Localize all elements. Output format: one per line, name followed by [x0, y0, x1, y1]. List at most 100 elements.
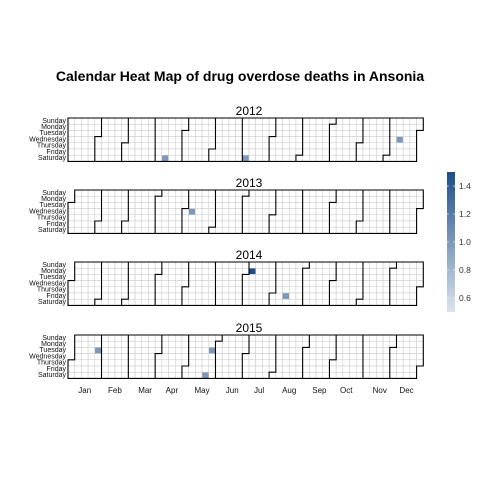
day-cell [208, 353, 216, 361]
day-cell [107, 220, 116, 228]
day-cell [101, 365, 109, 373]
day-cell [235, 154, 243, 162]
day-cell [87, 359, 96, 367]
day-cell [121, 208, 129, 216]
day-cell [362, 148, 370, 156]
day-cell [107, 208, 116, 216]
day-cell [262, 267, 270, 275]
day-cell [349, 286, 357, 294]
day-cell [322, 292, 330, 300]
legend-tick-label: 1.2 [459, 209, 471, 219]
day-cell [208, 261, 216, 269]
day-cell [195, 130, 203, 137]
day-cell [315, 353, 323, 361]
day-cell [114, 340, 122, 348]
day-cell [81, 189, 89, 197]
day-cell [262, 123, 270, 131]
day-cell [121, 334, 129, 342]
day-cell [67, 202, 75, 209]
day-cell [349, 340, 357, 348]
day-cell [74, 267, 82, 275]
day-cell [409, 353, 417, 361]
day-cell [228, 286, 236, 294]
day-cell [255, 280, 263, 288]
day-cell [342, 208, 350, 216]
day-cell [195, 298, 203, 306]
day-cell [114, 142, 122, 150]
year-title: 2014 [236, 248, 263, 262]
day-cell [315, 274, 323, 281]
day-cell [335, 189, 344, 197]
day-cell [369, 359, 377, 367]
day-cell [402, 136, 411, 144]
day-cell [248, 148, 256, 156]
day-cell [101, 154, 109, 162]
day-cell [402, 261, 411, 269]
day-cell [255, 195, 263, 203]
day-cell [369, 189, 377, 197]
year-panels: 2012SundayMondayTuesdayWednesdayThursday… [29, 104, 424, 379]
day-cell [295, 261, 303, 269]
day-cell [376, 214, 384, 222]
day-cell [154, 148, 163, 156]
day-cell [181, 280, 189, 288]
day-cell [369, 208, 377, 216]
day-cell [295, 226, 303, 234]
day-cell [215, 371, 223, 379]
day-cell [376, 340, 384, 348]
weekday-label: Sunday [42, 118, 66, 125]
day-cell [94, 117, 102, 125]
day-cell [282, 298, 290, 306]
day-cell [121, 292, 129, 300]
day-cell [275, 136, 283, 144]
day-cell [161, 298, 169, 306]
day-cell [161, 347, 169, 354]
day-cell [161, 189, 169, 197]
day-cell [335, 195, 344, 203]
day-cell [315, 154, 323, 162]
day-cell [94, 267, 102, 275]
day-cell [382, 220, 391, 228]
day-cell [356, 195, 364, 203]
day-cell [195, 292, 203, 300]
day-cell [282, 280, 290, 288]
day-cell [208, 267, 216, 275]
day-cell [315, 371, 323, 379]
day-cell [322, 154, 330, 162]
day-cell [121, 359, 129, 367]
day-cell [349, 136, 357, 144]
day-cell [282, 226, 290, 234]
day-cell [154, 334, 163, 342]
day-cell [309, 142, 317, 150]
day-cell [208, 195, 216, 203]
day-cell [295, 130, 303, 137]
day-cell [161, 267, 169, 275]
day-cell [208, 202, 216, 209]
event-day-cell [242, 154, 250, 162]
day-cell [128, 195, 136, 203]
day-cell [107, 365, 116, 373]
day-cell [268, 359, 277, 367]
day-cell [322, 142, 330, 150]
day-cell [315, 286, 323, 294]
day-cell [175, 286, 183, 294]
day-cell [235, 359, 243, 367]
day-cell [87, 371, 96, 379]
day-cell [168, 226, 176, 234]
day-cell [67, 117, 75, 125]
day-cell [288, 123, 297, 131]
legend-colorbar [447, 172, 455, 312]
day-cell [275, 130, 283, 137]
day-cell [94, 365, 102, 373]
day-cell [349, 365, 357, 373]
day-cell [262, 371, 270, 379]
day-cell [389, 123, 397, 131]
day-cell [87, 353, 96, 361]
day-cell [114, 189, 122, 197]
day-cell [168, 214, 176, 222]
day-cell [295, 274, 303, 281]
day-cell [322, 148, 330, 156]
day-cell [242, 136, 250, 144]
day-cell [175, 274, 183, 281]
day-cell [288, 340, 297, 348]
